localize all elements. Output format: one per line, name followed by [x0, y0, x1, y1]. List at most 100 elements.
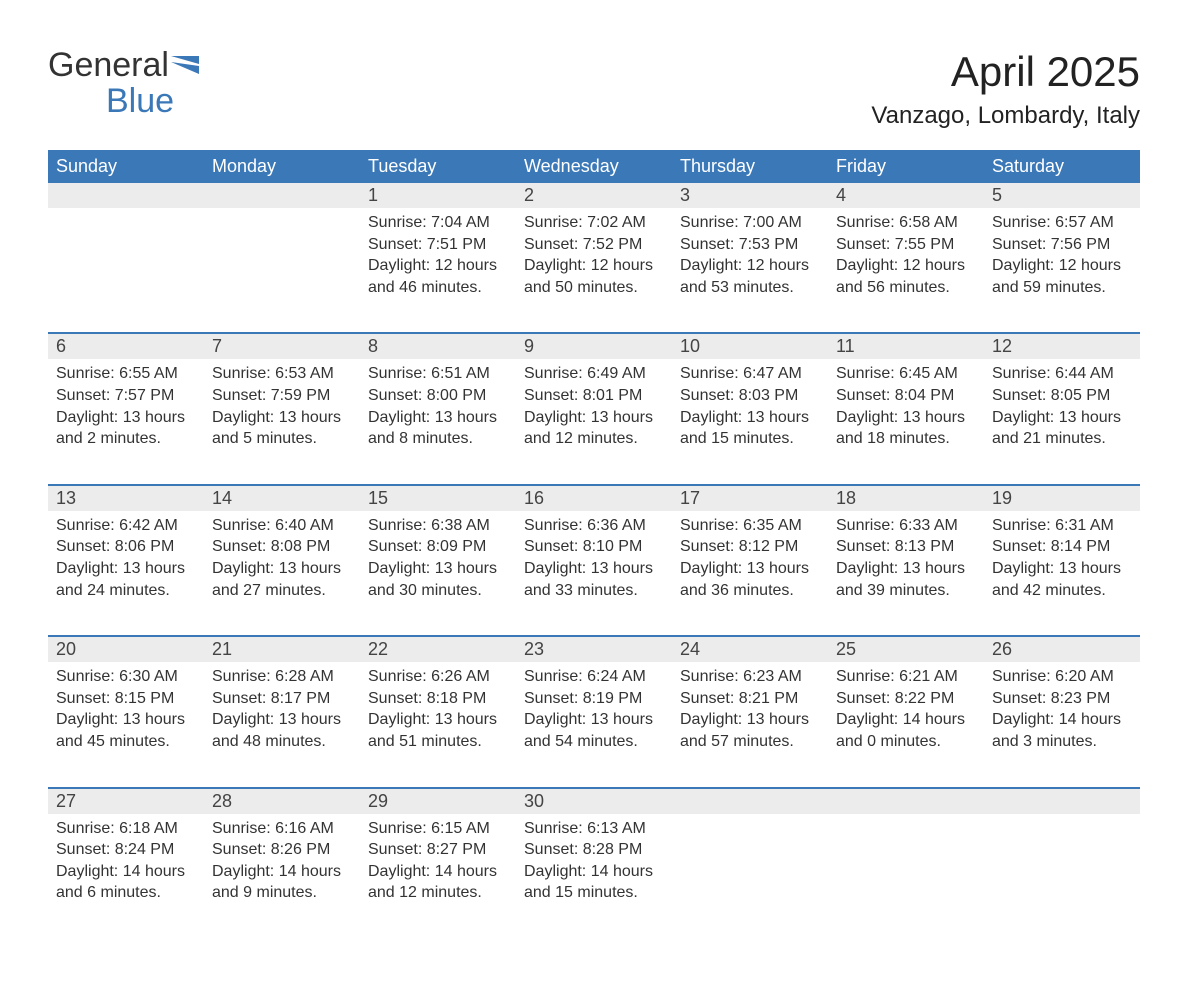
day-number-cell [672, 788, 828, 814]
daylight-line: and 21 minutes. [992, 428, 1132, 450]
day-content-cell: Sunrise: 6:44 AMSunset: 8:05 PMDaylight:… [984, 359, 1140, 484]
daylight-line: Daylight: 12 hours [680, 255, 820, 277]
daylight-line: Daylight: 14 hours [992, 709, 1132, 731]
daylight-line: Daylight: 13 hours [368, 558, 508, 580]
sunset-line: Sunset: 8:21 PM [680, 688, 820, 710]
daylight-line: Daylight: 13 hours [680, 558, 820, 580]
day-content-cell [48, 208, 204, 333]
logo-text-2: Blue [48, 82, 174, 120]
day-number-row: 20212223242526 [48, 636, 1140, 662]
daylight-line: and 42 minutes. [992, 580, 1132, 602]
sunrise-line: Sunrise: 6:49 AM [524, 363, 664, 385]
logo-text-1: General [48, 46, 169, 84]
daylight-line: Daylight: 13 hours [56, 558, 196, 580]
sunset-line: Sunset: 7:53 PM [680, 234, 820, 256]
day-content-cell: Sunrise: 6:36 AMSunset: 8:10 PMDaylight:… [516, 511, 672, 636]
header: General Blue April 2025 Vanzago, Lombard… [48, 48, 1140, 130]
sunset-line: Sunset: 7:56 PM [992, 234, 1132, 256]
day-content-cell: Sunrise: 6:57 AMSunset: 7:56 PMDaylight:… [984, 208, 1140, 333]
daylight-line: Daylight: 13 hours [836, 407, 976, 429]
day-content-cell: Sunrise: 6:40 AMSunset: 8:08 PMDaylight:… [204, 511, 360, 636]
daylight-line: Daylight: 14 hours [368, 861, 508, 883]
sunrise-line: Sunrise: 6:15 AM [368, 818, 508, 840]
day-content-cell [672, 814, 828, 938]
day-number-cell: 19 [984, 485, 1140, 511]
day-number-cell: 24 [672, 636, 828, 662]
sunrise-line: Sunrise: 7:04 AM [368, 212, 508, 234]
daylight-line: and 18 minutes. [836, 428, 976, 450]
daylight-line: and 24 minutes. [56, 580, 196, 602]
sunrise-line: Sunrise: 6:38 AM [368, 515, 508, 537]
sunset-line: Sunset: 7:55 PM [836, 234, 976, 256]
daylight-line: and 12 minutes. [368, 882, 508, 904]
day-content-cell: Sunrise: 6:26 AMSunset: 8:18 PMDaylight:… [360, 662, 516, 787]
sunset-line: Sunset: 7:57 PM [56, 385, 196, 407]
day-content-cell [204, 208, 360, 333]
sunset-line: Sunset: 8:28 PM [524, 839, 664, 861]
logo: General Blue [48, 48, 199, 118]
sunset-line: Sunset: 7:51 PM [368, 234, 508, 256]
weekday-header: Sunday [48, 150, 204, 183]
daylight-line: Daylight: 14 hours [836, 709, 976, 731]
daylight-line: and 48 minutes. [212, 731, 352, 753]
day-content-cell: Sunrise: 6:16 AMSunset: 8:26 PMDaylight:… [204, 814, 360, 938]
day-number-cell: 20 [48, 636, 204, 662]
day-number-cell: 13 [48, 485, 204, 511]
title-block: April 2025 Vanzago, Lombardy, Italy [871, 48, 1140, 130]
sunset-line: Sunset: 7:52 PM [524, 234, 664, 256]
sunrise-line: Sunrise: 6:57 AM [992, 212, 1132, 234]
day-number-cell [984, 788, 1140, 814]
day-content-cell: Sunrise: 7:04 AMSunset: 7:51 PMDaylight:… [360, 208, 516, 333]
day-content-cell: Sunrise: 6:58 AMSunset: 7:55 PMDaylight:… [828, 208, 984, 333]
day-content-cell: Sunrise: 6:51 AMSunset: 8:00 PMDaylight:… [360, 359, 516, 484]
sunset-line: Sunset: 8:03 PM [680, 385, 820, 407]
day-content-cell: Sunrise: 6:18 AMSunset: 8:24 PMDaylight:… [48, 814, 204, 938]
day-content-cell [828, 814, 984, 938]
day-number-cell: 29 [360, 788, 516, 814]
daylight-line: and 46 minutes. [368, 277, 508, 299]
sunrise-line: Sunrise: 6:28 AM [212, 666, 352, 688]
day-content-row: Sunrise: 6:18 AMSunset: 8:24 PMDaylight:… [48, 814, 1140, 938]
sunrise-line: Sunrise: 7:00 AM [680, 212, 820, 234]
day-number-cell [204, 183, 360, 208]
sunset-line: Sunset: 8:23 PM [992, 688, 1132, 710]
daylight-line: and 33 minutes. [524, 580, 664, 602]
daylight-line: and 39 minutes. [836, 580, 976, 602]
sunset-line: Sunset: 8:19 PM [524, 688, 664, 710]
sunrise-line: Sunrise: 6:16 AM [212, 818, 352, 840]
daylight-line: and 30 minutes. [368, 580, 508, 602]
day-content-cell: Sunrise: 6:30 AMSunset: 8:15 PMDaylight:… [48, 662, 204, 787]
sunrise-line: Sunrise: 6:58 AM [836, 212, 976, 234]
daylight-line: and 45 minutes. [56, 731, 196, 753]
sunset-line: Sunset: 8:05 PM [992, 385, 1132, 407]
day-number-cell: 12 [984, 333, 1140, 359]
daylight-line: and 0 minutes. [836, 731, 976, 753]
day-number-cell: 2 [516, 183, 672, 208]
daylight-line: and 8 minutes. [368, 428, 508, 450]
daylight-line: and 50 minutes. [524, 277, 664, 299]
day-content-row: Sunrise: 7:04 AMSunset: 7:51 PM Daylight:… [48, 208, 1140, 333]
day-number-cell [828, 788, 984, 814]
day-number-cell: 10 [672, 333, 828, 359]
day-number-cell: 16 [516, 485, 672, 511]
month-title: April 2025 [871, 48, 1140, 96]
daylight-line: and 6 minutes. [56, 882, 196, 904]
day-content-cell: Sunrise: 6:49 AMSunset: 8:01 PMDaylight:… [516, 359, 672, 484]
day-content-cell: Sunrise: 6:28 AMSunset: 8:17 PMDaylight:… [204, 662, 360, 787]
sunrise-line: Sunrise: 6:33 AM [836, 515, 976, 537]
day-number-cell: 6 [48, 333, 204, 359]
daylight-line: Daylight: 13 hours [56, 407, 196, 429]
daylight-line: Daylight: 13 hours [56, 709, 196, 731]
day-number-cell: 30 [516, 788, 672, 814]
day-number-cell: 17 [672, 485, 828, 511]
day-content-cell: Sunrise: 6:38 AMSunset: 8:09 PMDaylight:… [360, 511, 516, 636]
daylight-line: Daylight: 13 hours [368, 709, 508, 731]
daylight-line: Daylight: 12 hours [992, 255, 1132, 277]
day-number-cell: 27 [48, 788, 204, 814]
daylight-line: and 12 minutes. [524, 428, 664, 450]
day-number-cell: 22 [360, 636, 516, 662]
sunset-line: Sunset: 8:00 PM [368, 385, 508, 407]
sunset-line: Sunset: 8:24 PM [56, 839, 196, 861]
sunset-line: Sunset: 8:22 PM [836, 688, 976, 710]
weekday-header: Friday [828, 150, 984, 183]
